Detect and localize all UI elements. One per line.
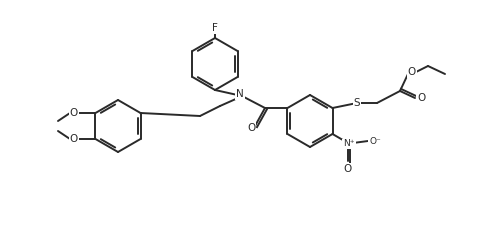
Text: O: O xyxy=(408,67,416,77)
Text: N: N xyxy=(236,89,244,99)
Text: F: F xyxy=(212,23,218,33)
Text: O: O xyxy=(417,93,425,103)
Text: O⁻: O⁻ xyxy=(369,136,381,146)
Text: S: S xyxy=(354,98,360,108)
Text: O: O xyxy=(247,123,255,133)
Text: O: O xyxy=(70,134,78,144)
Text: O: O xyxy=(344,164,352,174)
Text: O: O xyxy=(70,108,78,118)
Text: N⁺: N⁺ xyxy=(343,139,355,148)
